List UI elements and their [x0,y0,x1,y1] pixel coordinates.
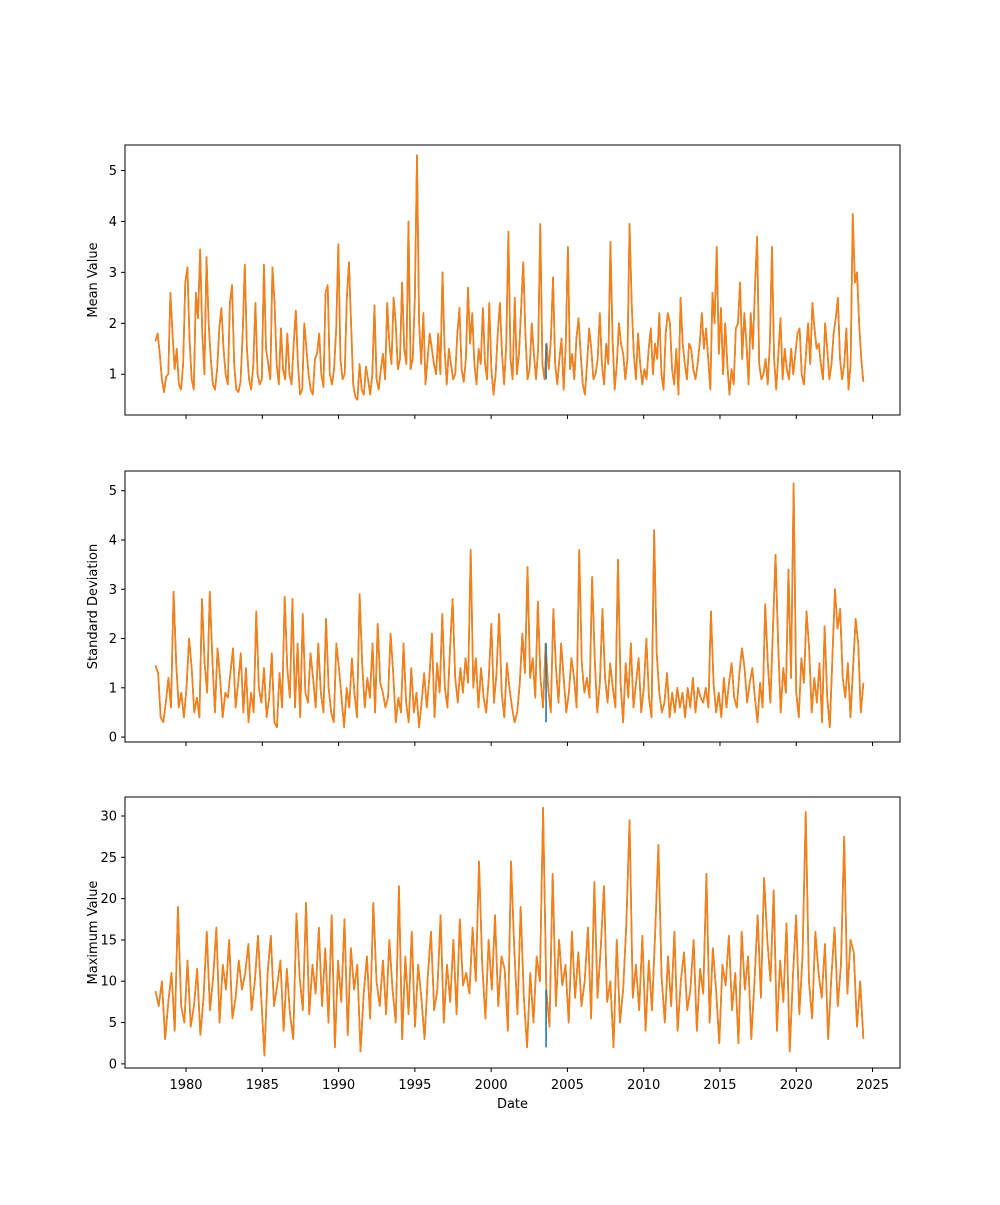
y-axis-label: Mean Value [86,242,101,317]
series-line-orange [154,154,865,401]
x-tick-label: 1985 [246,1078,279,1093]
axes-frame [124,470,901,743]
y-tick-label: 5 [109,1016,117,1031]
y-tick-label: 2 [109,632,117,647]
x-tick-label: 1995 [398,1078,431,1093]
y-tick-label: 1 [109,681,117,696]
y-tick-label: 20 [100,892,117,907]
x-tick-label: 2010 [627,1078,660,1093]
x-tick-label: 2020 [780,1078,813,1093]
y-tick-label: 5 [109,164,117,179]
x-tick-label: 2005 [551,1078,584,1093]
y-tick-label: 25 [100,851,117,866]
y-tick-label: 3 [109,583,117,598]
y-axis-label: Maximum Value [86,881,101,985]
y-tick-label: 0 [109,1057,117,1072]
x-axis-label: Date [497,1097,528,1112]
y-tick-label: 0 [109,731,117,746]
series-line-orange [154,806,865,1057]
panel-mean: 1 2 3 4 5 Mean Value [86,144,901,419]
y-tick-label: 4 [109,215,117,230]
y-tick-label: 15 [100,933,117,948]
y-tick-label: 10 [100,975,117,990]
panel-std: 0 1 2 3 4 5 Standard Deviation [86,470,901,746]
axes-frame [124,796,901,1069]
x-tick-label: 2000 [475,1078,508,1093]
axes-frame [124,144,901,416]
x-tick-label: 2025 [856,1078,889,1093]
y-tick-label: 3 [109,266,117,281]
y-tick-label: 30 [100,810,117,825]
x-tick-label: 1990 [322,1078,355,1093]
y-tick-label: 1 [109,368,117,383]
y-tick-label: 4 [109,533,117,548]
series-line-orange [154,482,865,729]
x-tick-label: 1980 [169,1078,202,1093]
y-tick-label: 2 [109,317,117,332]
y-axis-label: Standard Deviation [86,544,101,669]
x-tick-label: 2015 [703,1078,736,1093]
y-tick-label: 5 [109,484,117,499]
